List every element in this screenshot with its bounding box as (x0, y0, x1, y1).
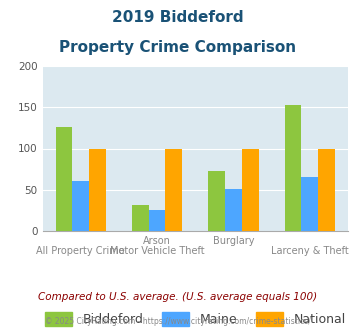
Bar (285, 105, 301, 231)
Bar (72, 181, 89, 231)
Bar (149, 211, 165, 231)
Text: Larceny & Theft: Larceny & Theft (271, 246, 349, 256)
Bar (56, 127, 72, 231)
Bar (89, 148, 106, 231)
Bar (132, 205, 149, 231)
Bar (242, 148, 258, 231)
Text: 2019 Biddeford: 2019 Biddeford (112, 10, 243, 25)
Text: Property Crime Comparison: Property Crime Comparison (59, 40, 296, 54)
Text: Compared to U.S. average. (U.S. average equals 100): Compared to U.S. average. (U.S. average … (38, 292, 317, 302)
Bar (225, 189, 242, 231)
Text: Motor Vehicle Theft: Motor Vehicle Theft (110, 246, 204, 256)
Text: Arson: Arson (143, 236, 171, 246)
Text: Burglary: Burglary (213, 236, 254, 246)
Text: © 2025 CityRating.com - https://www.cityrating.com/crime-statistics/: © 2025 CityRating.com - https://www.city… (45, 317, 310, 326)
Bar (165, 148, 182, 231)
Bar (318, 148, 335, 231)
Bar (301, 178, 318, 231)
Legend: Biddeford, Maine, National: Biddeford, Maine, National (40, 307, 351, 330)
Bar (208, 171, 225, 231)
Text: All Property Crime: All Property Crime (36, 246, 125, 256)
